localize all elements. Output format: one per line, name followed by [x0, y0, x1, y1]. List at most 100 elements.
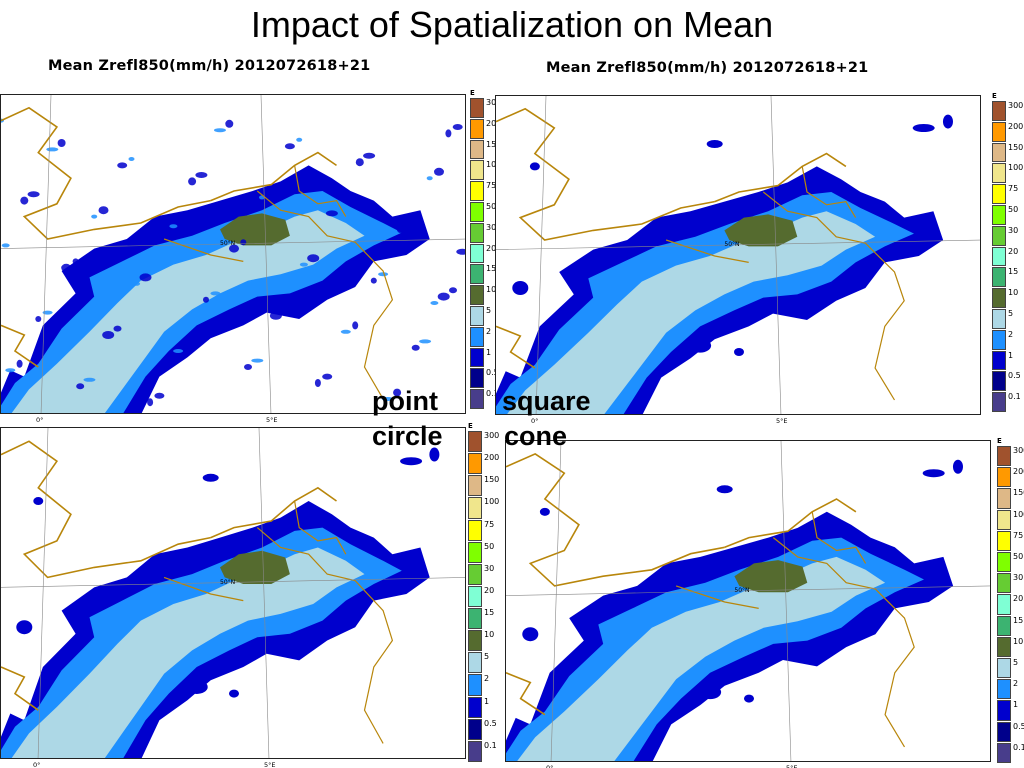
- precip-cell: [706, 140, 723, 148]
- precip-speckle: [169, 224, 178, 229]
- colorbar-level-label: 1: [486, 347, 492, 357]
- map-frame: 50°N: [495, 95, 981, 415]
- precip-cell: [716, 485, 733, 494]
- precipitation-field: [496, 96, 980, 414]
- colorbar-level-label: 300: [1013, 446, 1024, 455]
- country-border: [256, 190, 394, 400]
- colorbar-swatch: [992, 350, 1006, 371]
- colorbar-swatch: [470, 389, 484, 409]
- colorbar: E 300 200 150 100 75 50 30 20 15 10 5 2 1 0.5 0.1: [997, 437, 1024, 764]
- longitude-line: [260, 95, 272, 413]
- precip-speckle: [35, 316, 42, 322]
- colorbar-swatch: [997, 721, 1011, 742]
- precip-speckle: [251, 358, 264, 363]
- precip-speckle: [426, 176, 433, 181]
- method-label-square: square: [502, 386, 591, 416]
- latitude-line: [496, 239, 980, 250]
- colorbar-swatch: [992, 121, 1006, 142]
- precip-speckle: [139, 273, 152, 282]
- colorbar-level-label: 0.1: [486, 389, 499, 399]
- precip-speckle: [396, 225, 407, 234]
- colorbar-swatch: [468, 608, 482, 630]
- precip-cell: [512, 281, 529, 295]
- precip-speckle: [434, 167, 444, 176]
- colorbar-level-label: 200: [484, 453, 500, 463]
- longitude-tick-label: 5°E: [776, 417, 788, 425]
- precip-band-5: [11, 547, 365, 758]
- precip-speckle: [381, 397, 394, 401]
- longitude-line: [258, 428, 270, 758]
- precip-cell: [400, 457, 423, 466]
- colorbar-level-label: 20: [484, 585, 495, 595]
- precip-speckle: [240, 239, 247, 246]
- colorbar-swatch: [470, 222, 484, 243]
- precipitation-field: [1, 428, 465, 758]
- colorbar-swatch: [992, 329, 1006, 350]
- precip-speckle: [72, 258, 79, 265]
- coastline: [210, 151, 337, 202]
- precip-speckle: [214, 128, 226, 133]
- colorbar-level-label: 100: [484, 497, 500, 507]
- colorbar-swatch: [997, 467, 1011, 488]
- precip-cell: [912, 124, 935, 132]
- colorbar-level-label: 100: [486, 160, 502, 170]
- precip-cell: [952, 459, 963, 474]
- colorbar-swatch: [997, 636, 1011, 657]
- panel-title-top-right: Mean Zrefl850(mm/h) 2012072618+21: [546, 60, 869, 76]
- method-label-cone: cone: [504, 421, 568, 451]
- precip-speckle: [76, 383, 85, 390]
- precip-band-10: [220, 550, 290, 584]
- map-frame: 50°N: [0, 94, 466, 414]
- colorbar-level-label: 30: [486, 222, 497, 232]
- precip-speckle: [132, 281, 141, 286]
- precip-speckle: [437, 292, 450, 301]
- colorbar-level-label: 200: [486, 118, 502, 128]
- longitude-tick-label: 0°: [33, 761, 41, 768]
- coastline: [714, 152, 847, 203]
- colorbar-swatch: [468, 630, 482, 652]
- precip-speckle: [20, 196, 29, 205]
- coastline: [506, 452, 725, 587]
- precip-speckle: [203, 296, 209, 303]
- precip-cell: [734, 348, 744, 356]
- precip-speckle: [408, 220, 415, 226]
- colorbar: E 300 200 150 100 75 50 30 20 15 10 5 2 1 0.5 0.1: [470, 89, 502, 410]
- precip-speckle: [314, 379, 321, 387]
- precip-speckle: [195, 172, 208, 178]
- colorbar-unit-letter: E: [470, 89, 475, 97]
- colorbar-swatch: [992, 225, 1006, 246]
- colorbar-level-label: 20: [1013, 594, 1024, 604]
- precip-speckle: [322, 373, 333, 380]
- colorbar-level-label: 20: [1008, 246, 1019, 256]
- colorbar-swatch: [992, 184, 1006, 204]
- colorbar-level-label: 75: [1008, 184, 1019, 194]
- longitude-line: [40, 95, 52, 413]
- colorbar-unit-letter: E: [992, 92, 997, 100]
- colorbar-level-label: 1: [484, 696, 490, 706]
- precip-speckle: [411, 344, 420, 351]
- colorbar-level-label: 300: [484, 431, 500, 440]
- colorbar-swatch: [470, 326, 484, 347]
- colorbar-swatch: [997, 615, 1011, 636]
- country-border: [294, 500, 347, 555]
- precipitation-field: [506, 441, 990, 761]
- precip-cell: [529, 162, 540, 171]
- country-border: [801, 166, 857, 218]
- precip-speckle: [128, 157, 135, 161]
- colorbar-level-label: 30: [1008, 225, 1019, 235]
- colorbar-level-label: 5: [486, 306, 492, 315]
- colorbar-level-label: 150: [486, 139, 502, 149]
- country-border: [762, 191, 905, 401]
- precip-speckle: [269, 311, 282, 320]
- colorbar-swatch: [468, 718, 482, 740]
- longitude-tick-label: 5°E: [264, 761, 276, 768]
- longitude-tick-label: 0°: [546, 764, 554, 768]
- colorbar-swatch: [997, 552, 1011, 573]
- colorbar-swatch: [468, 652, 482, 674]
- colorbar-level-label: 0.5: [1008, 371, 1021, 381]
- colorbar-swatch: [992, 246, 1006, 267]
- latitude-line: [1, 577, 465, 588]
- country-border: [256, 527, 394, 744]
- colorbar-swatch: [992, 371, 1006, 392]
- precip-speckle: [158, 229, 171, 236]
